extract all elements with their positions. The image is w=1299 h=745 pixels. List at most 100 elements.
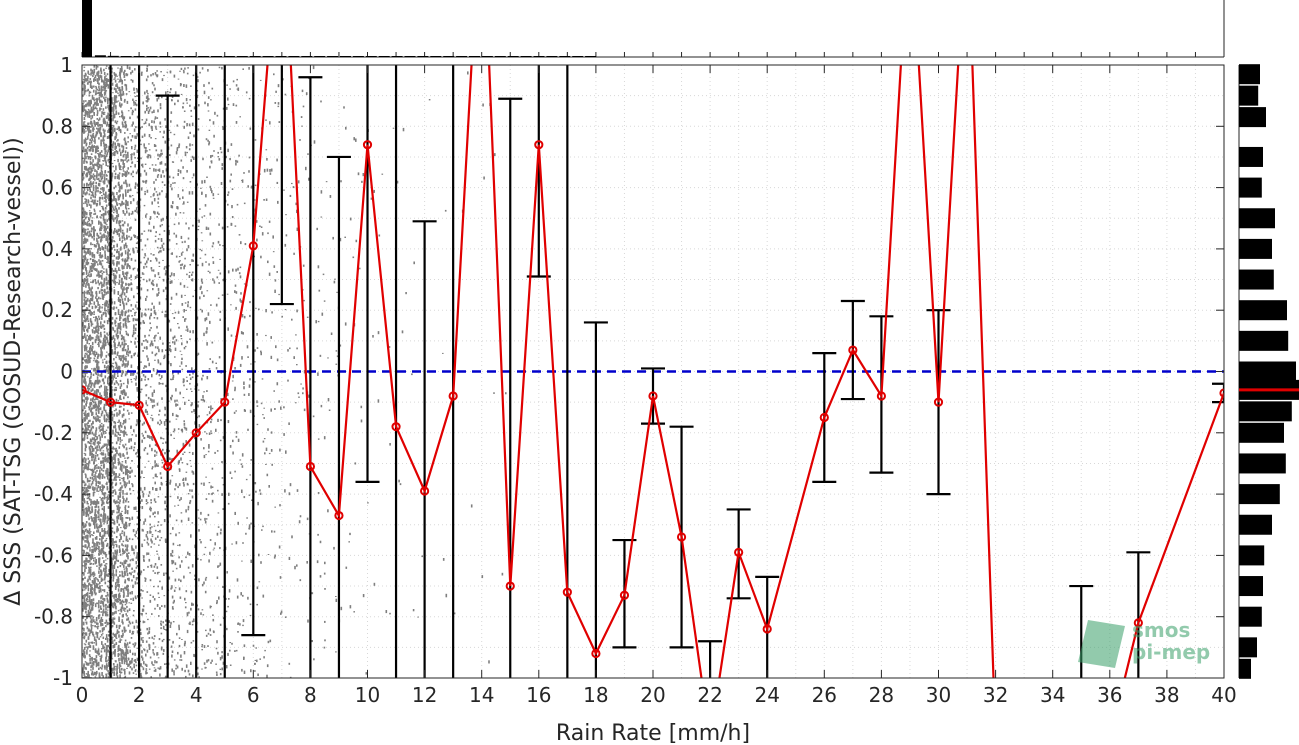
scatter-point <box>158 213 160 216</box>
scatter-point <box>101 101 103 104</box>
scatter-point <box>82 386 85 390</box>
scatter-point <box>133 250 135 254</box>
scatter-point <box>269 169 271 172</box>
scatter-point <box>154 501 157 503</box>
scatter-point <box>98 153 100 157</box>
scatter-point <box>140 187 143 191</box>
scatter-point <box>248 97 251 100</box>
scatter-point <box>219 656 222 661</box>
scatter-point <box>107 605 109 609</box>
scatter-point <box>105 178 108 181</box>
scatter-point <box>147 632 149 635</box>
scatter-point <box>90 566 92 569</box>
scatter-point <box>243 202 246 205</box>
scatter-point <box>100 657 102 659</box>
scatter-point <box>143 539 146 541</box>
scatter-point <box>280 610 283 614</box>
scatter-point <box>122 118 124 120</box>
scatter-point <box>207 270 210 272</box>
scatter-point <box>107 515 109 519</box>
scatter-point <box>156 211 159 215</box>
scatter-point <box>179 170 182 174</box>
scatter-point <box>120 671 123 674</box>
scatter-point <box>133 551 135 555</box>
scatter-point <box>206 290 209 292</box>
scatter-point <box>276 358 279 362</box>
scatter-point <box>153 404 156 407</box>
scatter-point <box>128 440 130 443</box>
scatter-point <box>131 579 133 582</box>
scatter-point <box>94 467 97 469</box>
scatter-point <box>160 564 163 566</box>
scatter-point <box>291 535 293 539</box>
scatter-point <box>82 362 84 364</box>
scatter-point <box>92 181 95 184</box>
scatter-point <box>137 200 139 203</box>
scatter-point <box>119 477 121 479</box>
scatter-point <box>203 90 206 95</box>
scatter-point <box>151 351 154 354</box>
scatter-point <box>134 670 137 672</box>
scatter-point <box>116 75 118 77</box>
scatter-point <box>88 592 91 595</box>
scatter-point <box>140 277 142 279</box>
scatter-point <box>84 198 86 200</box>
scatter-point <box>225 610 228 613</box>
scatter-point <box>88 530 90 534</box>
scatter-point <box>121 335 123 338</box>
scatter-point <box>89 110 91 113</box>
scatter-point <box>249 378 251 381</box>
scatter-point <box>89 655 91 658</box>
scatter-point <box>103 268 105 270</box>
scatter-point <box>92 132 95 135</box>
scatter-point <box>132 614 135 617</box>
scatter-point <box>89 130 91 133</box>
scatter-point <box>200 187 202 189</box>
scatter-point <box>102 675 104 678</box>
scatter-point <box>136 276 138 278</box>
scatter-point <box>227 270 230 274</box>
scatter-point <box>121 265 123 269</box>
scatter-point <box>196 76 199 78</box>
scatter-point <box>121 599 124 602</box>
scatter-point <box>85 156 87 160</box>
scatter-point <box>254 184 257 187</box>
scatter-point <box>85 676 88 678</box>
scatter-point <box>237 622 240 625</box>
scatter-point <box>88 641 90 646</box>
scatter-point <box>124 457 126 459</box>
scatter-point <box>100 396 103 398</box>
scatter-point <box>149 322 151 325</box>
scatter-point <box>125 613 127 616</box>
scatter-point <box>107 149 109 153</box>
scatter-point <box>185 365 187 367</box>
scatter-point <box>145 366 148 368</box>
scatter-point <box>184 318 186 322</box>
scatter-point <box>157 667 159 669</box>
scatter-point <box>263 438 266 440</box>
scatter-point <box>118 459 120 461</box>
scatter-point <box>93 65 96 68</box>
scatter-point <box>158 667 161 670</box>
scatter-point <box>94 486 96 489</box>
scatter-point <box>401 330 404 334</box>
scatter-point <box>94 194 97 196</box>
scatter-point <box>145 408 147 412</box>
scatter-point <box>104 581 107 585</box>
scatter-point <box>136 516 139 519</box>
scatter-point <box>126 465 128 468</box>
scatter-point <box>144 244 147 247</box>
scatter-point <box>86 124 88 126</box>
scatter-point <box>100 347 102 350</box>
scatter-point <box>170 363 172 367</box>
scatter-point <box>83 170 85 175</box>
scatter-point <box>91 191 93 194</box>
scatter-point <box>129 559 132 562</box>
top-histogram-bar <box>288 56 300 57</box>
scatter-point <box>396 180 399 184</box>
scatter-point <box>104 432 107 434</box>
scatter-point <box>120 169 122 171</box>
scatter-point <box>130 412 133 414</box>
scatter-point <box>95 412 98 416</box>
scatter-point <box>196 631 199 633</box>
